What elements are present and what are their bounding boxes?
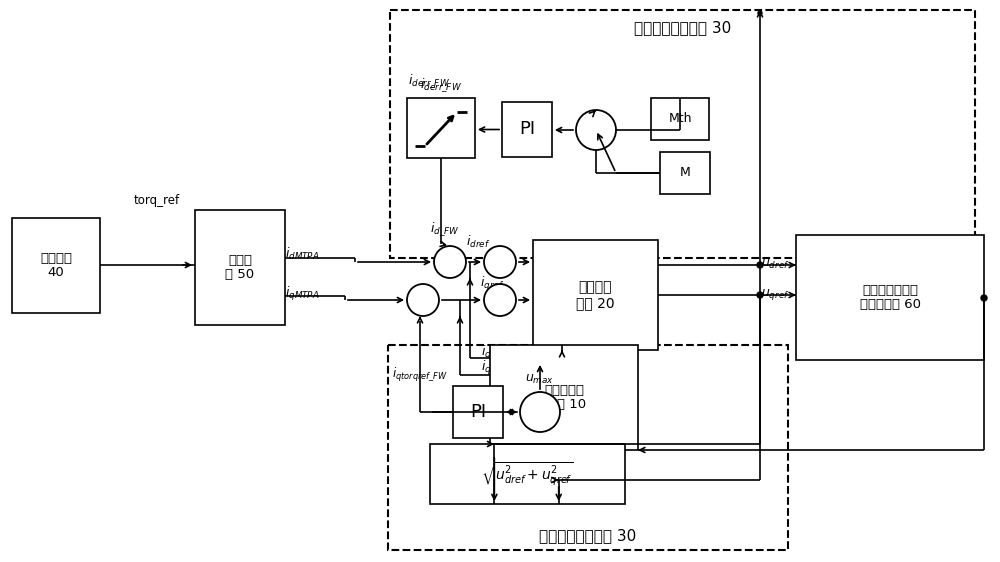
Circle shape: [484, 246, 516, 278]
Text: $u_{qref}$: $u_{qref}$: [761, 288, 790, 302]
Bar: [796, 235, 984, 360]
Text: $\sqrt{u_{dref}^2+u_{qref}^2}$: $\sqrt{u_{dref}^2+u_{qref}^2}$: [481, 460, 574, 488]
Circle shape: [484, 284, 516, 316]
Text: −: −: [596, 126, 610, 144]
Text: $u_{dref}$: $u_{dref}$: [761, 257, 790, 270]
Text: +: +: [530, 402, 540, 415]
Bar: [195, 210, 285, 325]
Bar: [407, 98, 475, 158]
Bar: [490, 345, 638, 450]
Text: $i_{qref}$: $i_{qref}$: [480, 275, 504, 293]
Text: 扭矩模块
40: 扭矩模块 40: [40, 252, 72, 279]
Text: $i_{dMTPA}$: $i_{dMTPA}$: [285, 246, 320, 262]
Circle shape: [520, 392, 560, 432]
Bar: [651, 98, 709, 140]
Bar: [388, 345, 788, 550]
Circle shape: [434, 246, 466, 278]
Circle shape: [757, 292, 763, 298]
Text: PI: PI: [519, 120, 535, 138]
Circle shape: [576, 110, 616, 150]
Text: +: +: [415, 291, 425, 303]
Text: torq_ref: torq_ref: [134, 194, 180, 207]
Bar: [660, 152, 710, 194]
Text: −: −: [540, 408, 554, 426]
Text: $i_{qtorqref\_FW}$: $i_{qtorqref\_FW}$: [392, 366, 448, 384]
Bar: [430, 444, 625, 504]
Text: $u_{max}$: $u_{max}$: [525, 373, 555, 386]
Text: Mth: Mth: [668, 112, 692, 125]
Text: 弱磁控制调节模块 30: 弱磁控制调节模块 30: [634, 20, 731, 35]
Text: +: +: [490, 252, 500, 265]
Text: PI: PI: [470, 403, 486, 421]
Circle shape: [981, 295, 987, 301]
Text: 弱磁控制调节模块 30: 弱磁控制调节模块 30: [539, 528, 637, 543]
Text: M: M: [680, 166, 690, 179]
Text: $i_{derr\_FW}$: $i_{derr\_FW}$: [420, 76, 462, 94]
Bar: [12, 218, 100, 313]
Text: 永磁同步电
机模块 10: 永磁同步电 机模块 10: [541, 383, 587, 411]
Text: $i_{d\_FW}$: $i_{d\_FW}$: [430, 220, 459, 238]
Bar: [453, 386, 503, 438]
Bar: [390, 10, 975, 258]
Text: −: −: [499, 260, 511, 274]
Text: 矢量控制
模块 20: 矢量控制 模块 20: [576, 280, 615, 310]
Text: $i_{qMTPA}$: $i_{qMTPA}$: [285, 285, 320, 303]
Text: +: +: [586, 120, 596, 134]
Text: $i_{dref}$: $i_{dref}$: [466, 234, 490, 250]
Text: $i_d$: $i_d$: [481, 344, 492, 360]
Text: −: −: [499, 297, 511, 312]
Circle shape: [407, 284, 439, 316]
Bar: [533, 240, 658, 350]
Text: 查找模
块 50: 查找模 块 50: [225, 253, 255, 282]
Text: +: +: [450, 261, 460, 274]
Text: +: +: [440, 252, 450, 265]
Circle shape: [757, 262, 763, 268]
Text: $i_{derr\_FW}$: $i_{derr\_FW}$: [408, 72, 450, 90]
Text: +: +: [490, 291, 500, 303]
Circle shape: [758, 11, 762, 15]
Text: +: +: [423, 298, 433, 311]
Bar: [502, 102, 552, 157]
Text: 电压空间矢量调
制控制模块 60: 电压空间矢量调 制控制模块 60: [860, 283, 920, 311]
Text: $i_q$: $i_q$: [481, 359, 492, 377]
